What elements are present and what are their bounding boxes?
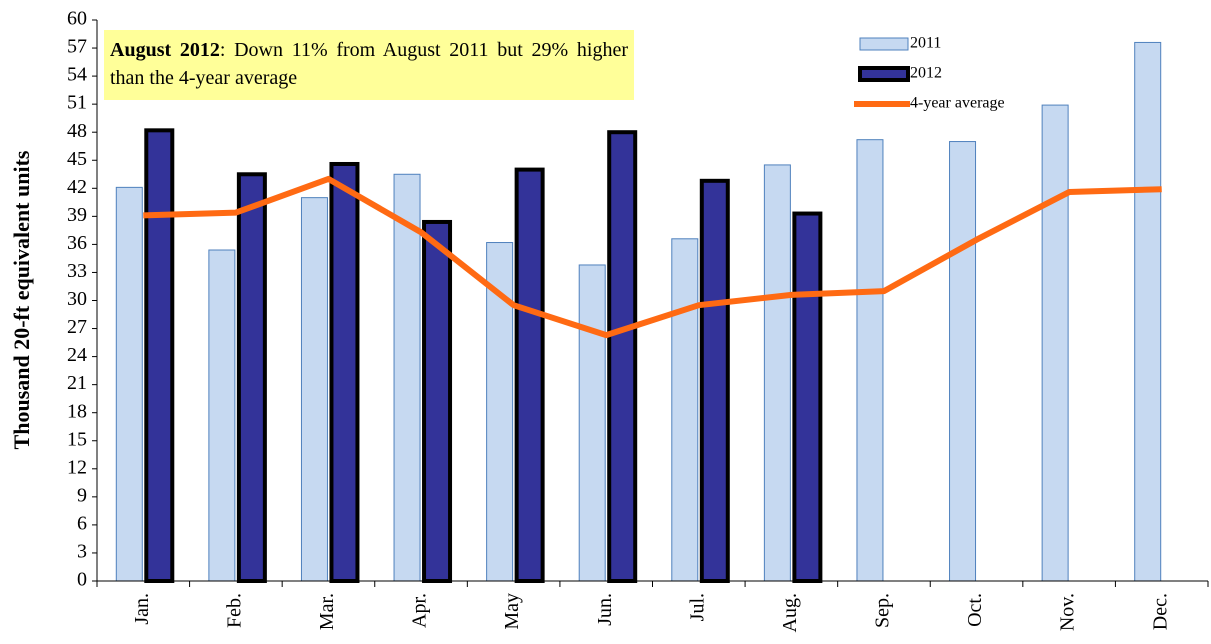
y-tick-label: 60 [67,8,87,30]
y-tick-label: 30 [67,288,87,310]
y-tick-label: 27 [67,316,87,338]
x-tick-label: Feb. [223,593,245,628]
x-tick-label: Oct. [964,593,986,627]
y-tick-label: 3 [77,541,87,563]
x-tick-label: Nov. [1057,593,1079,631]
bar [115,186,143,582]
x-tick-label: Sep. [872,593,894,628]
legend-swatch [858,66,910,82]
y-tick-label: 39 [67,204,87,226]
x-tick-label: Mar. [316,593,338,630]
y-tick-label: 42 [67,176,87,198]
y-tick-label: 0 [77,569,87,591]
y-tick-label: 24 [67,344,87,366]
x-tick-label: Dec. [1149,593,1171,630]
bar [236,172,267,583]
bar [393,173,421,582]
legend-label: 2012 [910,65,942,82]
y-tick-label: 18 [67,400,87,422]
bar [607,130,638,583]
bar [300,197,328,582]
legend-label: 4-year average [910,95,1005,112]
y-tick-label: 21 [67,372,87,394]
bar [144,128,175,584]
y-tick-label: 33 [67,260,87,282]
bar [514,167,545,583]
y-tick-label: 45 [67,148,87,170]
y-tick-label: 54 [67,64,87,86]
x-tick-label: Jun. [594,593,616,626]
y-tick-label: 15 [67,428,87,450]
x-tick-label: May [501,593,523,630]
bar [329,161,360,584]
annotation: August 2012: Down 11% from August 2011 b… [104,30,634,100]
bar [1041,104,1069,582]
bar [1134,41,1162,582]
line [143,175,1162,339]
y-tick-label: 51 [67,92,87,114]
legend-label: 2011 [910,35,941,52]
x-tick-label: Apr. [409,593,431,628]
y-tick-label: 9 [77,484,87,506]
bar [792,211,823,583]
x-tick-label: Jul. [686,593,708,621]
y-tick-label: 57 [67,36,87,58]
bar [578,264,606,582]
annotation-bold: August 2012 [110,39,220,61]
bar [856,139,884,582]
bar [422,219,453,584]
bar [671,238,699,582]
legend-swatch [859,37,909,51]
bar [949,141,977,582]
y-axis-label: Thousand 20-ft equivalent units [9,150,34,449]
bar [763,164,791,582]
bar [699,178,730,583]
x-tick-label: Jan. [131,593,153,625]
bar [208,249,236,582]
x-tick-label: Aug. [779,593,801,632]
y-tick-label: 48 [67,120,87,142]
y-tick-label: 36 [67,232,87,254]
y-tick-label: 12 [67,456,87,478]
annotation-text: : Down 11% from August 2011 but 29% high… [110,39,628,89]
y-tick-label: 6 [77,512,87,534]
